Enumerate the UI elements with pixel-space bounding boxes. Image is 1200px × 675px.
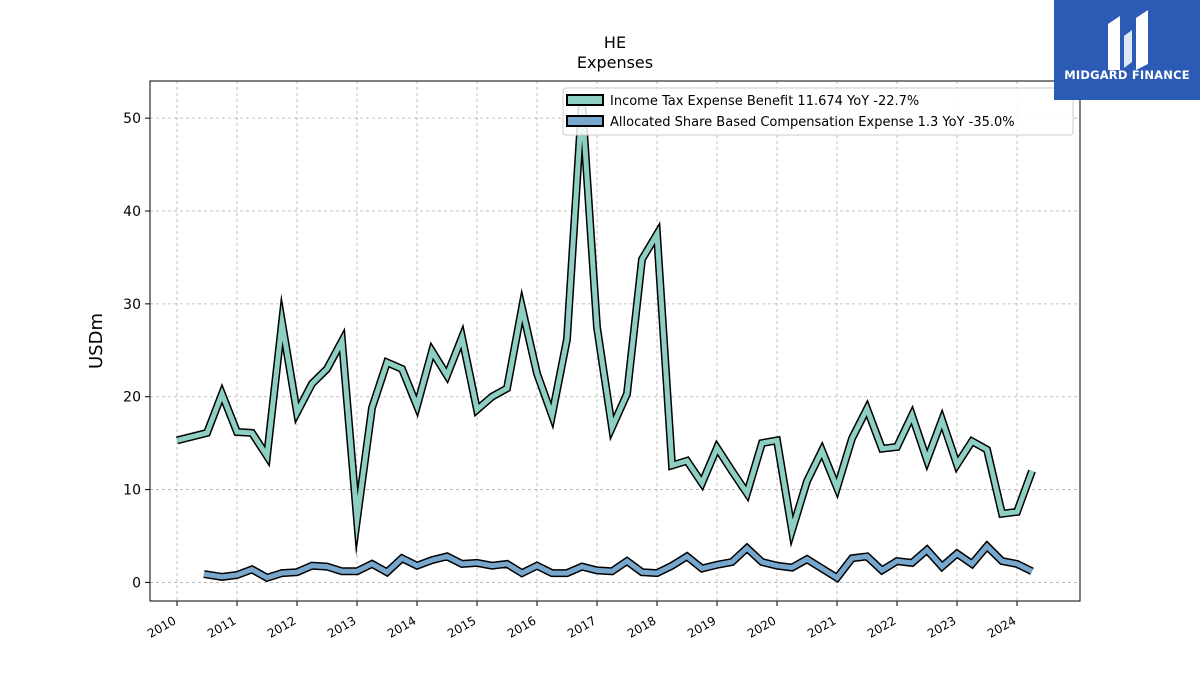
x-tick-label: 2012 <box>265 613 298 640</box>
x-tick-label: 2011 <box>205 613 238 640</box>
x-tick-label: 2016 <box>505 613 538 640</box>
x-tick-label: 2019 <box>685 613 718 640</box>
y-tick-label: 40 <box>123 204 141 220</box>
series-0-line <box>176 101 1036 557</box>
grid-lines <box>150 81 1080 601</box>
series-1-stroke <box>203 542 1034 582</box>
y-tick-label: 20 <box>123 390 141 406</box>
legend: Income Tax Expense Benefit 11.674 YoY -2… <box>562 87 1074 136</box>
x-tick-label: 2023 <box>925 613 958 640</box>
axis-ticks: 0 10 20 30 40 50 2010 2011 2012 2013 2014 2015 2016 2… <box>123 111 1018 641</box>
series-0-outline <box>176 101 1036 557</box>
legend-swatch-0 <box>566 94 604 106</box>
legend-box <box>562 87 1074 136</box>
legend-label-1: Allocated Share Based Compensation Expen… <box>610 115 1015 130</box>
chart-title: HE <box>604 33 626 52</box>
x-tick-label: 2013 <box>325 613 358 640</box>
brand-logo: MIDGARD FINANCE <box>1054 0 1200 100</box>
chart-subtitle: Expenses <box>577 53 653 72</box>
x-tick-label: 2020 <box>745 613 778 640</box>
midgard-logo-icon <box>1108 10 1148 70</box>
logo-text: MIDGARD FINANCE <box>1064 68 1190 82</box>
series-1-line <box>203 540 1034 584</box>
x-tick-label: 2021 <box>805 613 838 640</box>
series-0-stroke <box>176 101 1035 543</box>
x-tick-label: 2010 <box>145 613 178 640</box>
y-axis-label: USDm <box>86 313 107 369</box>
x-tick-label: 2015 <box>445 613 478 640</box>
legend-label-0: Income Tax Expense Benefit 11.674 YoY -2… <box>610 94 919 109</box>
y-tick-label: 50 <box>123 111 141 127</box>
x-tick-label: 2018 <box>625 613 658 640</box>
x-tick-label: 2017 <box>565 613 598 640</box>
x-tick-label: 2024 <box>985 613 1018 640</box>
y-tick-label: 10 <box>123 483 141 499</box>
x-tick-label: 2022 <box>865 613 898 640</box>
plot-area-frame <box>149 80 1081 602</box>
series-layer <box>176 101 1036 584</box>
legend-swatch-1 <box>566 115 604 127</box>
x-tick-label: 2014 <box>385 613 418 640</box>
y-tick-label: 30 <box>123 297 141 313</box>
y-tick-label: 0 <box>132 575 141 591</box>
